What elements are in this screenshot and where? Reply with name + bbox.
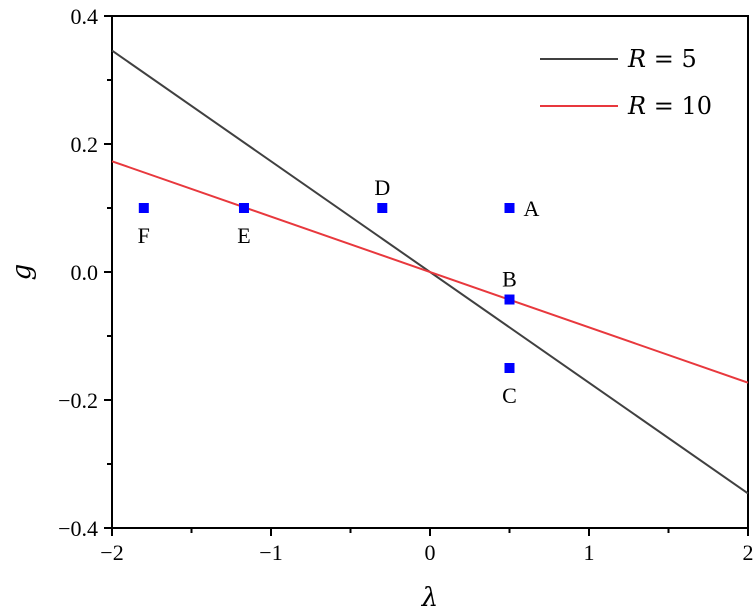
point-label: A <box>524 196 540 221</box>
point-label: E <box>237 223 250 248</box>
y-axis-label: g <box>7 264 37 281</box>
x-tick-label: 1 <box>584 540 595 565</box>
x-axis-label: λ <box>421 583 438 613</box>
ticks <box>104 15 749 536</box>
y-tick-labels: −0.4 −0.2 0.0 0.2 0.4 <box>58 4 98 541</box>
point-label: B <box>502 267 517 292</box>
legend: R = 5 R = 10 <box>540 45 712 120</box>
x-tick-label: −1 <box>259 540 282 565</box>
data-point <box>138 203 149 213</box>
y-tick-label: 0.2 <box>71 132 99 157</box>
series-line <box>111 160 749 384</box>
y-tick-label: −0.2 <box>58 388 98 413</box>
x-tick-label: −2 <box>100 540 123 565</box>
x-tick-label: 2 <box>743 540 754 565</box>
data-point <box>504 363 515 373</box>
data-point <box>377 203 388 213</box>
x-tick-labels: −2 −1 0 1 2 <box>100 540 753 565</box>
data-point <box>504 203 515 213</box>
point-label: D <box>374 175 390 200</box>
x-tick-label: 0 <box>425 540 436 565</box>
y-tick-label: 0.0 <box>71 260 99 285</box>
legend-label: R = 10 <box>627 92 712 120</box>
data-points: A B C D E F <box>138 175 540 408</box>
point-label: F <box>138 223 150 248</box>
y-tick-label: −0.4 <box>58 516 98 541</box>
data-point <box>238 203 249 213</box>
series-lines <box>111 49 749 495</box>
data-point <box>504 294 515 305</box>
point-label: C <box>502 383 517 408</box>
y-tick-label: 0.4 <box>71 4 99 29</box>
legend-label: R = 5 <box>627 45 697 73</box>
